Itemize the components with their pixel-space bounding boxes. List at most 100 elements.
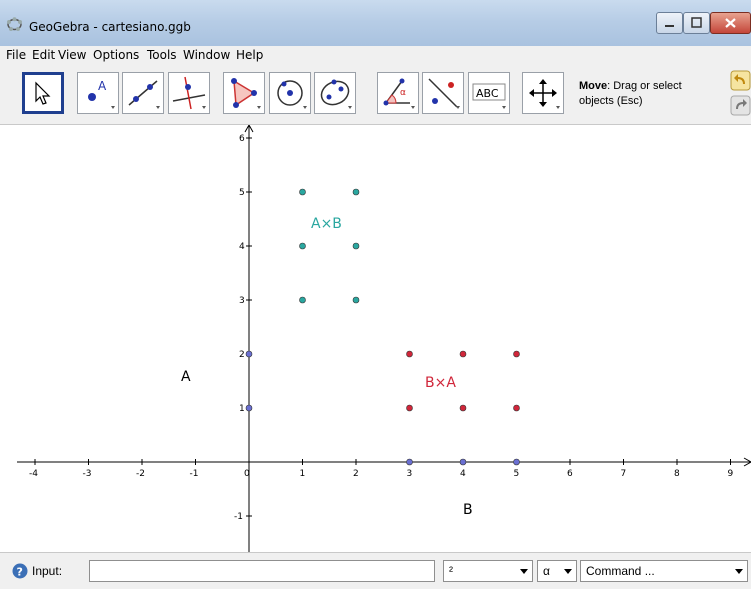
x-tick-label: -4 bbox=[29, 469, 38, 479]
menu-tools[interactable]: Tools bbox=[147, 48, 177, 62]
b-times-a-point[interactable] bbox=[513, 350, 520, 358]
input-field[interactable] bbox=[89, 560, 435, 582]
menu-options[interactable]: Options bbox=[93, 48, 140, 62]
maximize-button[interactable] bbox=[683, 12, 710, 34]
a-times-b-point[interactable] bbox=[299, 296, 306, 304]
chevron-down-icon bbox=[564, 569, 572, 574]
y-tick-label: 2 bbox=[239, 350, 245, 360]
x-tick-label: 5 bbox=[514, 469, 520, 479]
command-dropdown[interactable]: Command ... bbox=[580, 560, 748, 582]
menu-file[interactable]: File bbox=[6, 48, 27, 62]
help-icon[interactable]: ? bbox=[12, 563, 28, 579]
perpendicular-tool-button[interactable] bbox=[168, 72, 210, 114]
reflect-tool-button[interactable] bbox=[422, 72, 464, 114]
set-b-point[interactable] bbox=[513, 458, 520, 466]
arrow-cursor-icon bbox=[35, 81, 51, 105]
polygon-icon bbox=[231, 78, 261, 109]
move-tool-button[interactable] bbox=[22, 72, 64, 114]
x-tick-label: 4 bbox=[460, 469, 466, 479]
exponent-symbol-dropdown[interactable]: ² bbox=[443, 560, 533, 582]
minimize-button[interactable] bbox=[656, 12, 683, 34]
ellipse-icon bbox=[320, 79, 352, 109]
toolbar: A α ABC Move: Drag or select objects (Es… bbox=[0, 66, 751, 125]
menu-bar: File Edit View Options Tools Window Help bbox=[0, 46, 751, 66]
text-tool-button[interactable]: ABC bbox=[468, 72, 510, 114]
graphics-view[interactable]: -4 -3 -2 -1 0 1 2 3 4 5 6 7 8 9 -1 1 2 3 4 5 6 A×B B×A A B bbox=[17, 125, 751, 552]
chevron-down-icon bbox=[520, 569, 528, 574]
svg-text:?: ? bbox=[17, 566, 23, 579]
chevron-down-icon bbox=[735, 569, 743, 574]
b-times-a-point[interactable] bbox=[406, 350, 413, 358]
b-times-a-point[interactable] bbox=[459, 350, 467, 358]
circle-tool-button[interactable] bbox=[269, 72, 311, 114]
y-tick-label: 5 bbox=[239, 188, 245, 198]
menu-help[interactable]: Help bbox=[236, 48, 264, 62]
move-graphics-view-tool-button[interactable] bbox=[522, 72, 564, 114]
menu-window[interactable]: Window bbox=[183, 48, 231, 62]
left-margin bbox=[0, 125, 17, 552]
a-times-b-point[interactable] bbox=[352, 242, 360, 250]
y-tick-label: 6 bbox=[239, 134, 245, 144]
reflect-line-icon bbox=[428, 78, 460, 109]
a-times-b-label: A×B bbox=[311, 216, 342, 232]
svg-text:A: A bbox=[98, 79, 107, 93]
y-axis-arrow bbox=[244, 125, 254, 133]
input-label: Input: bbox=[32, 564, 63, 578]
conic-tool-button[interactable] bbox=[314, 72, 356, 114]
x-tick-label: 0 bbox=[244, 469, 250, 479]
geogebra-app-icon bbox=[7, 17, 22, 31]
coordinate-plane[interactable]: -4 -3 -2 -1 0 1 2 3 4 5 6 7 8 9 -1 1 2 3 4 5 6 A×B B×A A B bbox=[17, 125, 751, 552]
x-tick-label: 8 bbox=[674, 469, 680, 479]
set-b-point[interactable] bbox=[406, 458, 413, 466]
x-tick-label: 7 bbox=[621, 469, 627, 479]
a-times-b-point[interactable] bbox=[352, 188, 360, 196]
perpendicular-line-icon bbox=[172, 76, 206, 110]
move-arrows-icon bbox=[529, 79, 560, 109]
y-tick-label: 1 bbox=[239, 404, 245, 414]
point-tool-button[interactable]: A bbox=[77, 72, 119, 114]
input-bar: ? Input: ² α Command ... bbox=[0, 552, 751, 589]
x-tick-label: 2 bbox=[353, 469, 359, 479]
menu-edit[interactable]: Edit bbox=[32, 48, 56, 62]
x-tick-label: 1 bbox=[300, 469, 306, 479]
x-tick-label: -1 bbox=[190, 469, 199, 479]
polygon-tool-button[interactable] bbox=[223, 72, 265, 114]
x-tick-label: 9 bbox=[728, 469, 734, 479]
set-a-point[interactable] bbox=[245, 350, 253, 358]
a-times-b-point[interactable] bbox=[352, 296, 360, 304]
text-icon: ABC bbox=[472, 83, 506, 109]
line-icon bbox=[128, 80, 160, 109]
set-b-point[interactable] bbox=[459, 458, 467, 466]
svg-text:ABC: ABC bbox=[476, 87, 499, 100]
b-times-a-point[interactable] bbox=[459, 404, 467, 412]
line-tool-button[interactable] bbox=[122, 72, 164, 114]
close-window-button[interactable] bbox=[710, 12, 751, 34]
title-bar: GeoGebra - cartesiano.ggb bbox=[0, 0, 751, 46]
set-b-label: B bbox=[463, 502, 473, 518]
x-tick-label: 3 bbox=[407, 469, 413, 479]
minimize-icon bbox=[665, 25, 674, 27]
b-times-a-point[interactable] bbox=[513, 404, 520, 412]
set-a-label: A bbox=[181, 369, 191, 385]
x-tick-label: 6 bbox=[567, 469, 573, 479]
point-icon: A bbox=[88, 79, 115, 109]
y-tick-label: 4 bbox=[239, 242, 245, 252]
x-tick-label: -3 bbox=[83, 469, 92, 479]
tool-help-text: Move: Drag or select objects (Esc) bbox=[579, 80, 682, 107]
a-times-b-point[interactable] bbox=[299, 188, 306, 196]
b-times-a-label: B×A bbox=[425, 375, 456, 391]
close-icon bbox=[725, 18, 736, 28]
svg-text:α: α bbox=[400, 88, 406, 98]
set-a-point[interactable] bbox=[245, 404, 253, 412]
a-times-b-point[interactable] bbox=[299, 242, 306, 250]
menu-view[interactable]: View bbox=[58, 48, 87, 62]
redo-icon[interactable] bbox=[730, 95, 751, 116]
y-tick-label: -1 bbox=[234, 512, 243, 522]
x-axis-arrow bbox=[743, 457, 751, 467]
angle-tool-button[interactable]: α bbox=[377, 72, 419, 114]
maximize-icon bbox=[691, 17, 702, 28]
b-times-a-point[interactable] bbox=[406, 404, 413, 412]
window-title: GeoGebra - cartesiano.ggb bbox=[29, 20, 191, 34]
greek-symbol-dropdown[interactable]: α bbox=[537, 560, 577, 582]
undo-icon[interactable] bbox=[730, 70, 751, 91]
